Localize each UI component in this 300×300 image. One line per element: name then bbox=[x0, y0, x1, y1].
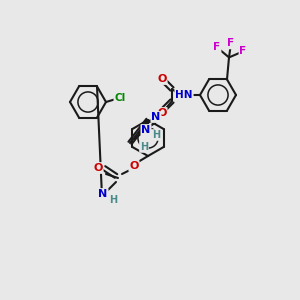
Text: O: O bbox=[157, 108, 167, 118]
Text: O: O bbox=[157, 74, 167, 84]
Text: O: O bbox=[93, 163, 103, 173]
Text: N: N bbox=[141, 125, 151, 135]
Text: F: F bbox=[213, 42, 220, 52]
Text: F: F bbox=[239, 46, 247, 56]
Text: F: F bbox=[227, 38, 235, 48]
Text: O: O bbox=[129, 161, 139, 171]
Text: N: N bbox=[152, 112, 160, 122]
Text: HN: HN bbox=[175, 90, 193, 100]
Text: H: H bbox=[140, 142, 148, 152]
Text: H: H bbox=[152, 130, 160, 140]
Text: H: H bbox=[109, 195, 117, 205]
Text: Cl: Cl bbox=[114, 93, 126, 103]
Text: N: N bbox=[98, 189, 108, 199]
